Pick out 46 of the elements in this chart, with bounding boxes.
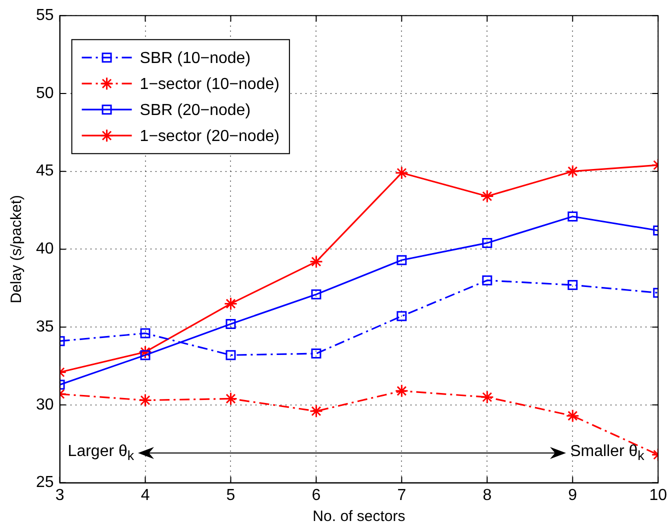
legend-label: SBR (10−node) [140, 50, 251, 68]
point [226, 350, 236, 360]
point [138, 345, 152, 359]
point [482, 238, 492, 248]
point [396, 255, 407, 266]
y-tick-label: 45 [36, 162, 54, 180]
point [566, 409, 580, 423]
x-tick-label: 7 [397, 486, 406, 504]
point [566, 164, 580, 178]
y-tick-label: 30 [36, 396, 54, 414]
annotation: Larger θ$_{k}$ [66, 442, 136, 463]
y-tick-label: 55 [36, 7, 54, 24]
x-tick-label: 6 [312, 486, 321, 504]
point [309, 254, 323, 268]
point [226, 318, 236, 329]
legend-label: 1−sector (20−node) [140, 128, 280, 146]
point [568, 212, 578, 222]
point [311, 289, 322, 300]
point [311, 348, 322, 359]
y-tick-label: 35 [36, 318, 54, 336]
point [568, 280, 578, 290]
x-tick-label: 8 [482, 486, 492, 504]
legend-label: SBR (20−node) [140, 102, 251, 120]
legend-label: 1−sector (10−node) [140, 76, 280, 94]
x-tick-label: 4 [140, 486, 150, 504]
y-axis-title: Delay (s/packet) [8, 195, 26, 304]
point [140, 350, 150, 360]
point [394, 166, 408, 180]
x-tick-label: 10 [649, 486, 668, 504]
point [480, 190, 494, 203]
x-tick-label: 9 [568, 486, 578, 504]
x-axis-title: No. of sectors [312, 508, 406, 526]
point [140, 328, 150, 338]
annotation: Smaller θ$_{k}$ [569, 442, 646, 463]
x-tick-label: 5 [226, 486, 236, 504]
point [309, 404, 323, 418]
point [224, 296, 238, 310]
y-tick-label: 40 [36, 240, 54, 258]
x-tick-label: 3 [55, 486, 64, 504]
point [396, 311, 407, 322]
point [394, 384, 408, 398]
y-tick-label: 50 [36, 84, 54, 102]
point [138, 394, 152, 408]
point [480, 390, 494, 404]
point [482, 275, 492, 286]
y-tick-label: 25 [36, 474, 54, 492]
